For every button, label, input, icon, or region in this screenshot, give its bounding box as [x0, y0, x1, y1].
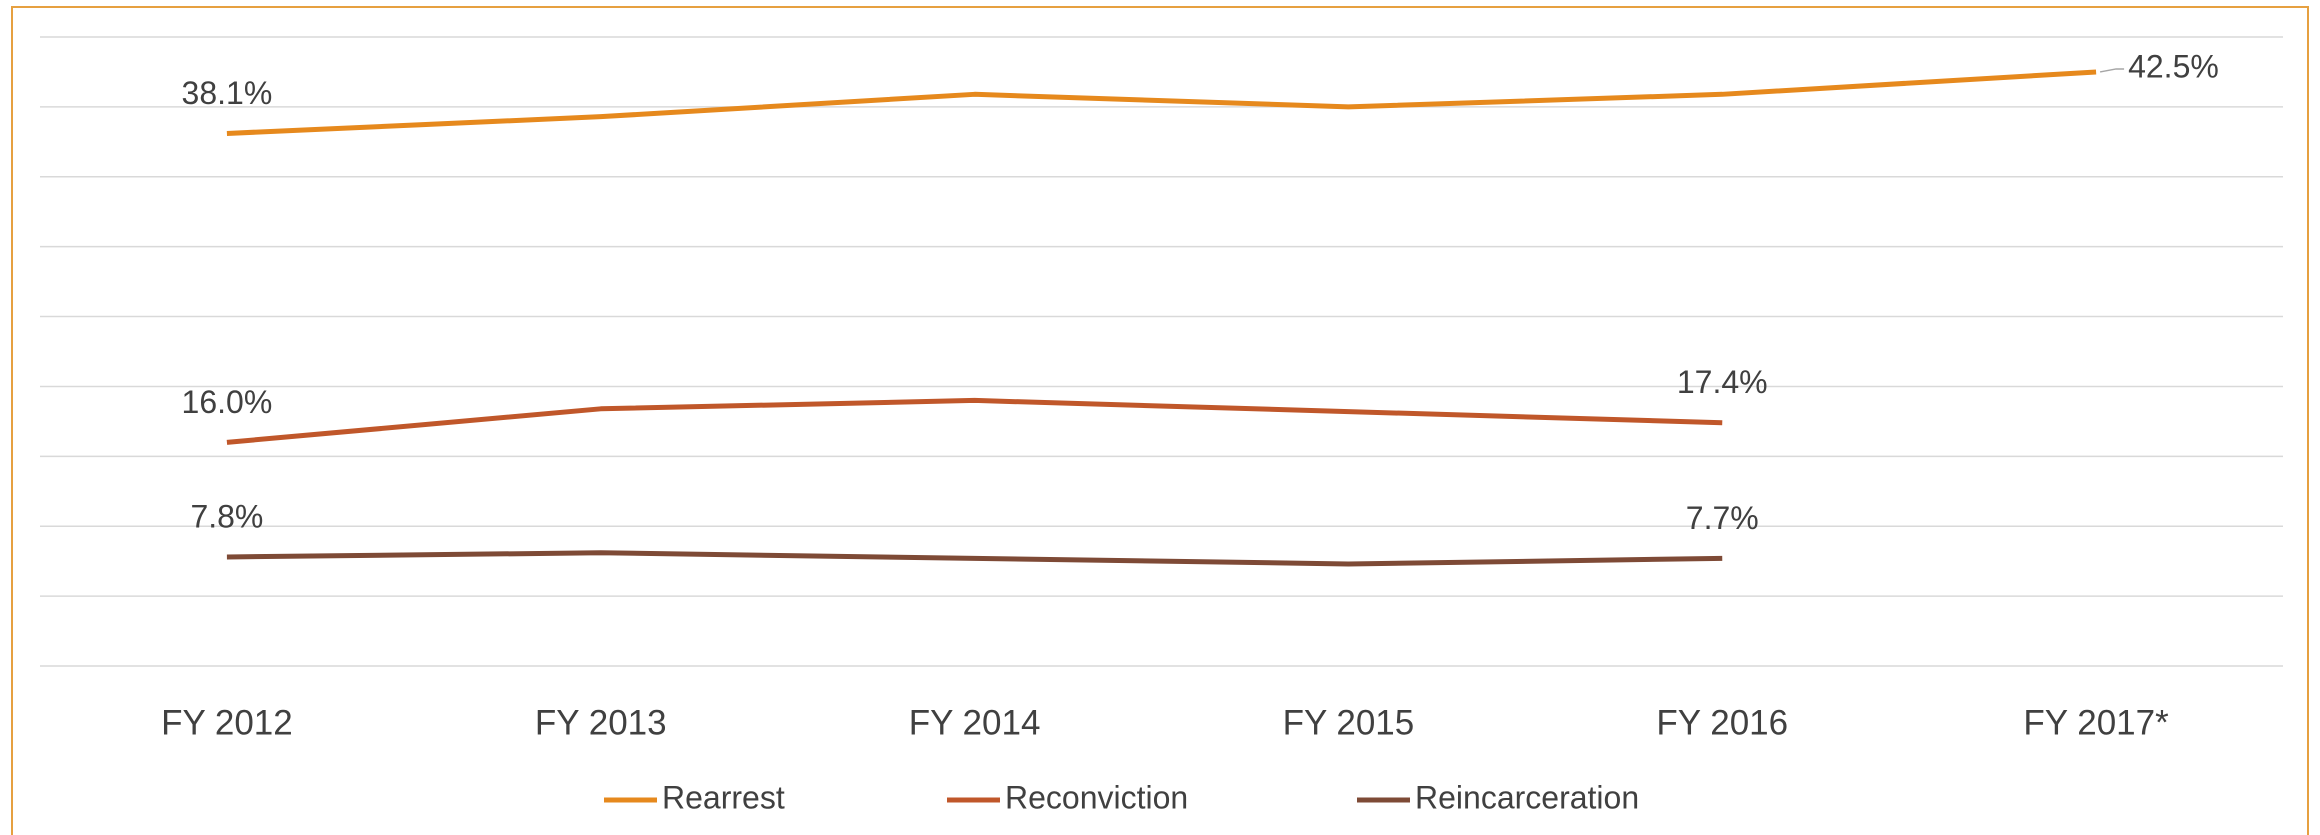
series-line [226, 550, 1723, 567]
series-line [226, 397, 1723, 445]
legend-label: Reconviction [1005, 779, 1188, 815]
chart-frame [11, 6, 2309, 835]
leader-line [2099, 68, 2125, 73]
data-label: 42.5% [2128, 48, 2219, 84]
x-tick-label: FY 2015 [1283, 703, 1415, 742]
series-line [226, 69, 2097, 136]
x-tick-label: FY 2013 [535, 703, 667, 742]
data-label: 7.8% [190, 498, 263, 534]
data-label: 16.0% [182, 384, 273, 420]
legend-label: Rearrest [662, 779, 785, 815]
data-label: 17.4% [1677, 364, 1768, 400]
x-tick-label: FY 2017* [2023, 703, 2169, 742]
x-tick-label: FY 2016 [1656, 703, 1788, 742]
x-tick-label: FY 2012 [161, 703, 293, 742]
x-tick-label: FY 2014 [909, 703, 1041, 742]
legend-label: Reincarceration [1415, 779, 1639, 815]
data-label: 38.1% [182, 75, 273, 111]
data-label: 7.7% [1686, 500, 1759, 536]
